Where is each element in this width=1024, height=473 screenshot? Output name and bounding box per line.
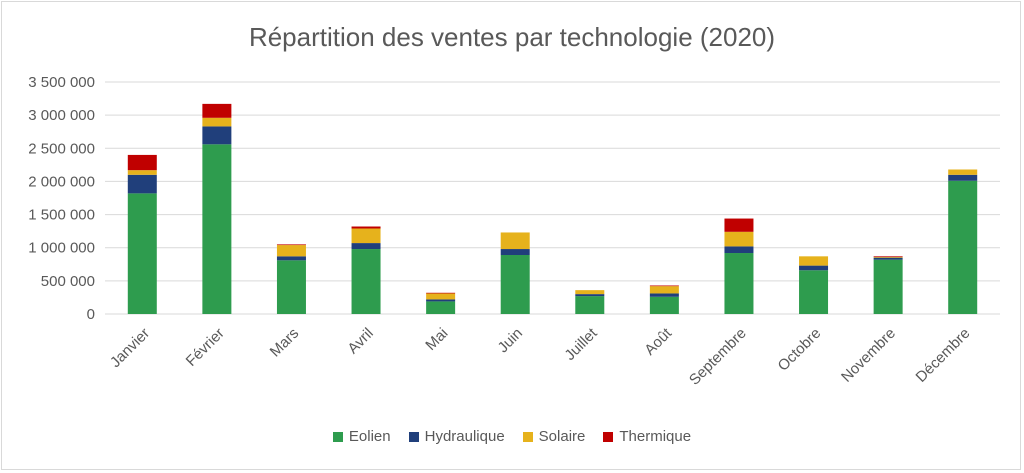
y-tick-label: 1 500 000	[28, 207, 95, 224]
bar-solaire-10	[873, 256, 903, 258]
bar-eolien-9	[799, 270, 829, 314]
y-tick-label: 3 000 000	[28, 107, 95, 124]
bars	[127, 103, 978, 314]
bar-hydraulique-5	[500, 249, 530, 256]
bar-eolien-5	[500, 255, 530, 314]
legend-label: Eolien	[348, 428, 391, 445]
bar-eolien-0	[127, 193, 157, 314]
bar-solaire-1	[202, 117, 232, 127]
grid-lines	[105, 81, 1000, 315]
bar-solaire-5	[500, 232, 530, 250]
bar-hydraulique-9	[799, 265, 829, 271]
bar-hydraulique-7	[649, 293, 679, 297]
bar-thermique-2	[276, 244, 306, 246]
bar-solaire-2	[276, 245, 306, 257]
bar-solaire-3	[351, 228, 381, 244]
bar-thermique-4	[426, 292, 456, 294]
bar-eolien-8	[724, 253, 754, 314]
bar-hydraulique-6	[575, 294, 605, 297]
bar-eolien-1	[202, 144, 232, 314]
bar-hydraulique-1	[202, 126, 232, 145]
legend: Eolien Hydraulique Solaire Thermique	[0, 428, 1024, 445]
bar-eolien-11	[948, 180, 978, 314]
x-tick-label: Avril	[344, 325, 376, 357]
chart-title: Répartition des ventes par technologie (…	[248, 22, 776, 52]
bar-thermique-0	[127, 154, 157, 171]
y-axis-ticks: 0 500 000 1 000 000 1 500 000 2 000 000 2 500…	[28, 74, 95, 323]
bar-solaire-0	[127, 170, 157, 175]
bar-thermique-10	[873, 256, 903, 257]
legend-label: Hydraulique	[424, 428, 505, 445]
bar-hydraulique-8	[724, 246, 754, 254]
legend-item-solaire: Solaire	[522, 428, 586, 445]
bar-hydraulique-10	[873, 257, 903, 260]
legend-swatch	[408, 431, 419, 442]
bar-solaire-4	[426, 293, 456, 300]
bar-solaire-9	[799, 256, 829, 266]
x-tick-label: Septembre	[686, 325, 750, 389]
x-tick-label: Décembre	[913, 325, 974, 386]
bar-eolien-6	[575, 296, 605, 314]
y-tick-label: 0	[87, 306, 95, 323]
x-tick-label: Mars	[267, 325, 303, 361]
legend-item-hydraulique: Hydraulique	[408, 428, 505, 445]
y-tick-label: 1 000 000	[28, 240, 95, 257]
bar-solaire-6	[575, 290, 605, 295]
x-tick-label: Juin	[495, 325, 526, 356]
bar-eolien-10	[873, 259, 903, 314]
y-tick-label: 2 000 000	[28, 173, 95, 190]
x-tick-label: Mai	[422, 325, 451, 354]
bar-thermique-3	[351, 226, 381, 229]
bar-hydraulique-3	[351, 243, 381, 250]
x-tick-label: Juillet	[561, 324, 601, 364]
y-tick-label: 2 500 000	[28, 140, 95, 157]
bar-thermique-8	[724, 218, 754, 232]
y-tick-label: 3 500 000	[28, 74, 95, 91]
x-tick-label: Octobre	[775, 325, 825, 375]
bar-solaire-7	[649, 286, 679, 294]
legend-swatch	[522, 431, 533, 442]
legend-label: Solaire	[538, 428, 586, 445]
x-tick-label: Août	[641, 324, 675, 358]
bar-eolien-2	[276, 260, 306, 314]
legend-swatch	[603, 431, 614, 442]
bar-hydraulique-11	[948, 174, 978, 181]
x-tick-label: Janvier	[107, 325, 153, 371]
y-tick-label: 500 000	[41, 273, 95, 290]
bar-thermique-7	[649, 285, 679, 287]
legend-swatch	[332, 431, 343, 442]
bar-thermique-1	[202, 103, 232, 118]
bar-solaire-11	[948, 169, 978, 175]
bar-hydraulique-4	[426, 299, 456, 302]
legend-label: Thermique	[619, 428, 692, 445]
x-tick-label: Février	[183, 325, 228, 370]
legend-item-eolien: Eolien	[332, 428, 391, 445]
bar-eolien-7	[649, 296, 679, 314]
bar-eolien-4	[426, 301, 456, 314]
bar-eolien-3	[351, 249, 381, 314]
x-tick-label: Novembre	[838, 325, 899, 386]
x-axis-ticks: Janvier Février Mars Avril Mai Juin Juillet Aoû…	[107, 324, 974, 388]
bar-hydraulique-2	[276, 256, 306, 261]
bar-hydraulique-0	[127, 174, 157, 194]
legend-item-thermique: Thermique	[603, 428, 691, 445]
bar-solaire-8	[724, 231, 754, 247]
